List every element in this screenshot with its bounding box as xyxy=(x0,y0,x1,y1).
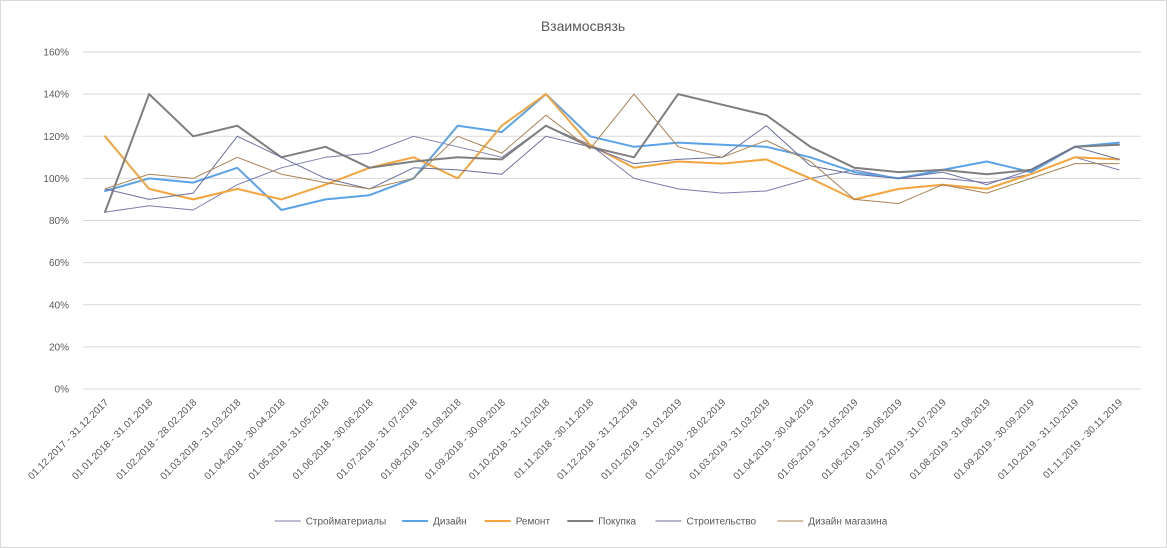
x-tick-label: 01.03.2018 - 31.03.2018 xyxy=(159,397,244,482)
x-tick-label: 01.08.2018 - 31.08.2018 xyxy=(379,397,464,482)
legend-label: Дизайн магазина xyxy=(808,517,887,528)
series-line-4 xyxy=(104,93,1120,214)
legend: Стройматериалы Дизайн Ремонт Покупка Строите… xyxy=(274,517,888,528)
legend-label: Строительство xyxy=(687,517,757,528)
x-tick-label: 01.04.2019 - 30.04.2019 xyxy=(732,397,817,482)
y-tick-label: 120% xyxy=(43,132,69,143)
x-tick-label: 01.08.2019 - 31.08.2019 xyxy=(908,397,993,482)
y-tick-label: 20% xyxy=(49,342,69,353)
legend-label: Ремонт xyxy=(516,517,551,528)
x-tick-label: 01.05.2018 - 31.05.2018 xyxy=(247,397,332,482)
series-lines xyxy=(104,93,1120,214)
x-tick-label: 01.04.2018 - 30.04.2018 xyxy=(203,397,288,482)
x-tick-label: 01.12.2017 - 31.12.2017 xyxy=(26,397,111,482)
y-axis: 0% 20% 40% 60% 80% 100% 120% 140% 160% xyxy=(43,48,69,396)
x-tick-label: 01.10.2018 - 31.10.2018 xyxy=(467,397,552,482)
x-tick-label: 01.09.2019 - 30.09.2019 xyxy=(952,397,1037,482)
y-tick-label: 100% xyxy=(43,174,69,185)
legend-item: Покупка xyxy=(567,517,637,528)
legend-item: Строительство xyxy=(655,517,757,528)
series-line-2 xyxy=(104,93,1120,211)
legend-item: Ремонт xyxy=(484,517,551,528)
chart-title: Взаимосвязь xyxy=(541,18,625,34)
x-tick-label: 01.07.2018 - 31.07.2018 xyxy=(335,397,420,482)
gridlines xyxy=(83,51,1141,390)
x-tick-label: 01.12.2018 - 31.12.2018 xyxy=(555,397,640,482)
series-line-6 xyxy=(104,93,1120,205)
y-tick-label: 160% xyxy=(43,48,69,59)
legend-label: Дизайн xyxy=(433,517,467,528)
series-line-5 xyxy=(104,125,1120,200)
series-line-1 xyxy=(104,125,1120,213)
x-tick-label: 01.10.2019 - 31.10.2019 xyxy=(996,397,1081,482)
y-tick-label: 80% xyxy=(49,216,69,227)
x-tick-label: 01.07.2019 - 31.07.2019 xyxy=(864,397,949,482)
legend-label: Покупка xyxy=(598,517,636,528)
legend-label: Стройматериалы xyxy=(306,517,387,528)
x-tick-label: 01.11.2019 - 30.11.2019 xyxy=(1041,397,1125,481)
x-tick-label: 01.06.2019 - 30.06.2019 xyxy=(820,397,905,482)
legend-item: Дизайн магазина xyxy=(777,517,888,528)
legend-item: Дизайн xyxy=(402,517,467,528)
legend-item: Стройматериалы xyxy=(274,517,387,528)
x-tick-label: 01.11.2018 - 30.11.2018 xyxy=(512,397,596,481)
x-tick-label: 01.06.2018 - 30.06.2018 xyxy=(291,397,376,482)
x-tick-label: 01.03.2019 - 31.03.2019 xyxy=(688,397,773,482)
y-tick-label: 0% xyxy=(55,385,70,396)
x-tick-label: 01.05.2019 - 31.05.2019 xyxy=(776,397,861,482)
y-tick-label: 60% xyxy=(49,258,69,269)
y-tick-label: 140% xyxy=(43,90,69,101)
x-tick-label: 01.02.2018 - 28.02.2018 xyxy=(114,397,199,482)
x-tick-label: 01.02.2019 - 28.02.2019 xyxy=(643,397,728,482)
series-line-3 xyxy=(104,93,1120,201)
x-tick-label: 01.09.2018 - 30.09.2018 xyxy=(423,397,508,482)
x-tick-label: 01.01.2018 - 31.01.2018 xyxy=(70,397,155,482)
y-tick-label: 40% xyxy=(49,300,69,311)
x-tick-label: 01.01.2019 - 31.01.2019 xyxy=(599,397,684,482)
